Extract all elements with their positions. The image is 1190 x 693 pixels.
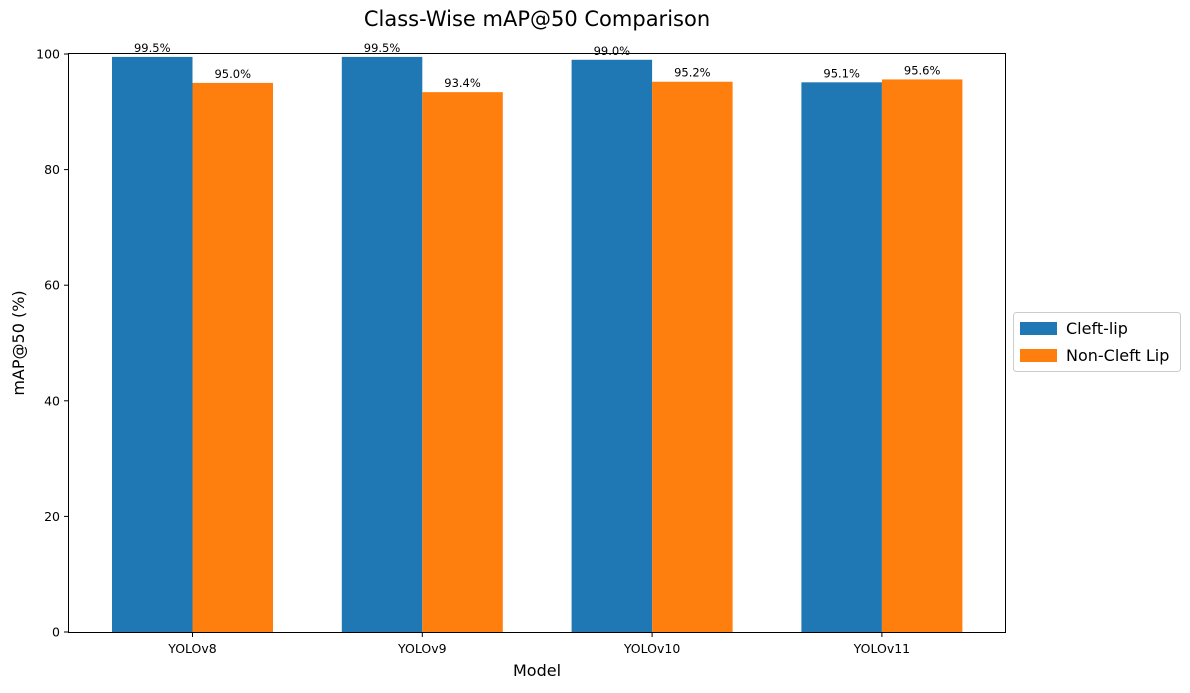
legend-swatch-1 <box>1020 349 1057 362</box>
y-tick-label: 0 <box>52 625 60 640</box>
y-tick-label: 100 <box>36 47 60 62</box>
data-label-1-3: 95.6% <box>904 63 941 77</box>
legend-label-0: Cleft-lip <box>1066 319 1128 338</box>
x-tick-label: YOLOv8 <box>167 641 217 656</box>
bar-0-0 <box>112 56 193 632</box>
bars-layer <box>112 56 963 632</box>
legend: Cleft-lip Non-Cleft Lip <box>1013 312 1181 372</box>
y-tick-label: 20 <box>44 509 60 524</box>
plot-frame <box>68 53 1006 633</box>
x-axis-label: Model <box>513 661 561 680</box>
bar-1-0 <box>192 82 273 632</box>
data-labels-layer: 99.5% 99.5% 99.0% 95.1% 95.0% 93.4% 95.2% 95.6% <box>134 41 941 90</box>
bar-0-2 <box>571 59 653 632</box>
legend-label-1: Non-Cleft Lip <box>1066 346 1169 365</box>
y-tick-label: 40 <box>44 393 60 408</box>
bar-1-2 <box>652 81 733 632</box>
y-tick-label: 60 <box>44 278 60 293</box>
bar-1-1 <box>422 92 503 632</box>
data-label-0-0: 99.5% <box>134 41 171 55</box>
data-label-1-1: 93.4% <box>444 76 481 90</box>
data-label-0-3: 95.1% <box>823 66 860 80</box>
x-tick-label: YOLOv10 <box>623 641 680 656</box>
bar-1-3 <box>881 79 963 632</box>
x-axis: YOLOv8 YOLOv9 YOLOv10 YOLOv11 <box>167 632 910 656</box>
x-tick-label: YOLOv11 <box>853 641 910 656</box>
y-tick-label: 80 <box>44 162 60 177</box>
data-label-0-2: 99.0% <box>594 44 631 58</box>
bar-0-1 <box>341 56 423 632</box>
legend-swatch-0 <box>1020 322 1057 335</box>
bar-0-3 <box>801 82 882 632</box>
data-label-1-0: 95.0% <box>214 67 251 81</box>
data-label-0-1: 99.5% <box>364 41 401 55</box>
y-axis-label: mAP@50 (%) <box>9 290 28 395</box>
data-label-1-2: 95.2% <box>674 66 711 80</box>
y-axis: 0 20 40 60 80 100 <box>36 47 69 640</box>
x-tick-label: YOLOv9 <box>397 641 447 656</box>
chart-title: Class-Wise mAP@50 Comparison <box>364 7 710 31</box>
